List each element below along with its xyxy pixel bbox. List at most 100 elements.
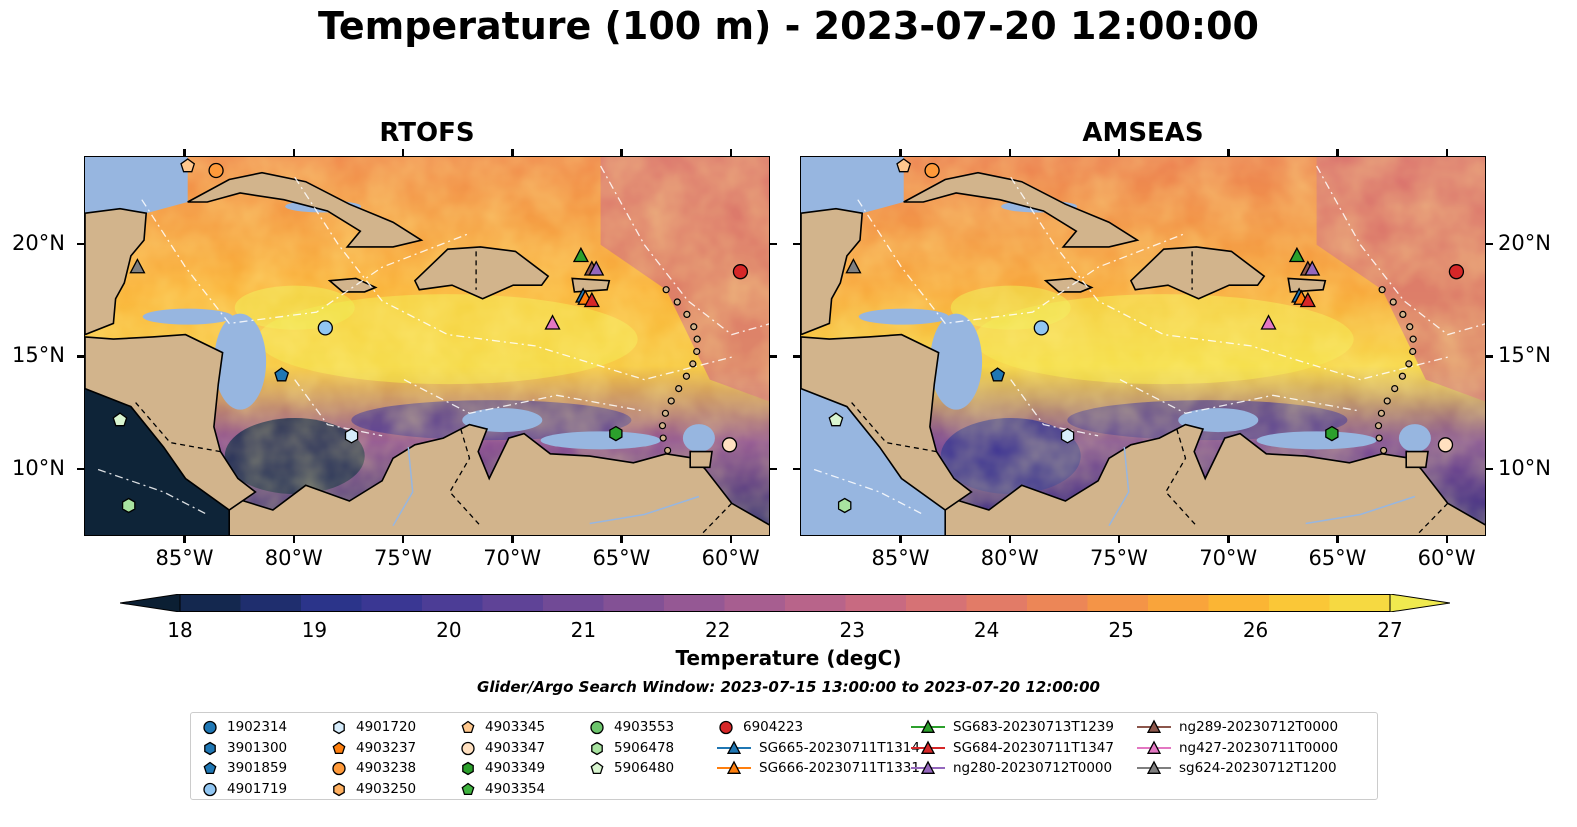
legend-marker-icon: [461, 782, 475, 795]
map-marker-5906480[interactable]: [112, 412, 128, 427]
legend-marker-icon: [203, 721, 217, 735]
map-marker-ng280-20230712T0000[interactable]: [588, 260, 605, 276]
colorbar-tick-label: 22: [705, 618, 731, 642]
legend: 1902314 3901300 3901859 4901719 4901720 49032…: [190, 712, 1378, 800]
map-marker-4903238[interactable]: [208, 162, 224, 179]
legend-marker-icon: [717, 760, 751, 775]
legend-label: 4901719: [227, 780, 288, 797]
legend-label: 5906478: [614, 739, 675, 756]
legend-item: ng289-20230712T0000: [1137, 717, 1338, 738]
lon-tick-label: 85°W: [155, 546, 214, 570]
tick-mark: [1486, 467, 1493, 471]
map-marker-sg624-20230712T1200[interactable]: [129, 258, 146, 274]
map-marker-6904223[interactable]: [732, 264, 749, 280]
map-marker-4901720[interactable]: [1060, 428, 1075, 444]
legend-marker-icon: [911, 719, 945, 734]
map-marker-4903238[interactable]: [924, 162, 940, 179]
legend-label: ng427-20230711T0000: [1179, 739, 1339, 756]
legend-label: SG683-20230713T1239: [953, 719, 1114, 736]
legend-label: 4903553: [614, 719, 675, 736]
legend-item: 4903349: [459, 758, 545, 779]
legend-label: 1902314: [227, 719, 288, 736]
map-marker-4901720[interactable]: [344, 428, 359, 444]
lat-tick-label-left: 15°N: [12, 343, 65, 368]
tick-mark: [1008, 536, 1012, 543]
map-marker-5906478[interactable]: [837, 497, 852, 514]
legend-marker-icon: [203, 761, 217, 775]
legend-item: SG683-20230713T1239: [911, 717, 1114, 738]
legend-marker-icon: [333, 782, 345, 797]
legend-label: 3901859: [227, 760, 288, 777]
legend-item: 4901719: [201, 779, 287, 800]
map-marker-4903349[interactable]: [609, 425, 623, 442]
map-marker-4903349[interactable]: [1325, 425, 1339, 442]
legend-label: 4903347: [485, 739, 546, 756]
colorbar-tick-label: 18: [167, 618, 193, 642]
legend-label: 4903345: [485, 719, 546, 736]
legend-label: 4901720: [356, 719, 417, 736]
colorbar-tick-label: 23: [839, 618, 865, 642]
map-marker-4903345[interactable]: [896, 158, 912, 173]
panel-title-rtofs: RTOFS: [379, 118, 475, 148]
map-marker-SG683-20230713T1239[interactable]: [1288, 246, 1306, 263]
map-marker-3901859[interactable]: [990, 367, 1006, 382]
tick-mark: [620, 149, 623, 156]
map-marker-4901719[interactable]: [1033, 320, 1049, 336]
legend-label: SG666-20230711T1331: [759, 760, 920, 777]
legend-item: 3901859: [201, 758, 287, 779]
lat-tick-label-right: 20°N: [1498, 230, 1551, 255]
colorbar-tick-label: 26: [1242, 618, 1269, 642]
legend-item: 3901300: [201, 738, 287, 759]
lon-tick-label: 65°W: [592, 546, 651, 570]
map-marker-ng427-20230711T0000[interactable]: [544, 314, 561, 330]
figure-title: Temperature (100 m) - 2023-07-20 12:00:0…: [317, 4, 1259, 48]
legend-marker-icon: [717, 740, 751, 754]
lon-tick-label: 60°W: [1417, 546, 1476, 570]
map-panel-amseas[interactable]: [800, 156, 1486, 536]
tick-mark: [1117, 149, 1121, 156]
map-panel-rtofs[interactable]: [84, 156, 770, 536]
map-marker-4903347[interactable]: [721, 437, 738, 453]
map-marker-4903347[interactable]: [1437, 437, 1454, 453]
tick-mark: [1336, 536, 1339, 543]
colorbar-tick-label: 20: [436, 618, 462, 642]
map-marker-SG684-20230711T1347[interactable]: [583, 291, 600, 308]
tick-mark: [1445, 149, 1449, 156]
legend-marker-icon: [911, 740, 945, 754]
legend-item: 4901720: [330, 717, 416, 738]
map-marker-SG684-20230711T1347[interactable]: [1299, 291, 1316, 308]
legend-label: ng289-20230712T0000: [1179, 719, 1339, 736]
lon-tick-label: 75°W: [373, 546, 432, 570]
tick-mark: [770, 355, 777, 358]
map-marker-5906480[interactable]: [828, 412, 844, 427]
map-marker-sg624-20230712T1200[interactable]: [845, 258, 862, 274]
legend-label: 4903238: [356, 760, 417, 777]
tick-mark: [1336, 149, 1339, 156]
map-marker-SG683-20230713T1239[interactable]: [572, 246, 590, 263]
map-marker-4901719[interactable]: [317, 320, 333, 336]
tick-mark: [183, 536, 186, 543]
map-marker-4903345[interactable]: [180, 158, 196, 173]
map-marker-3901859[interactable]: [274, 367, 290, 382]
lon-tick-label: 80°W: [980, 546, 1039, 570]
tick-mark: [793, 467, 800, 471]
legend-marker-icon: [719, 721, 733, 735]
tick-mark: [899, 149, 902, 156]
colorbar: [119, 593, 1451, 613]
map-marker-6904223[interactable]: [1448, 264, 1465, 280]
legend-column: 4903553 5906478 5906480: [588, 717, 674, 779]
map-amseas: [801, 157, 1485, 535]
map-marker-ng427-20230711T0000[interactable]: [1260, 314, 1277, 330]
legend-column: SG683-20230713T1239 SG684-20230711T1347 ng…: [911, 717, 1114, 779]
legend-column: 6904223 SG665-20230711T1314 SG666-20230711…: [717, 717, 920, 779]
colorbar-tick-label: 24: [973, 618, 1000, 642]
tick-mark: [1117, 536, 1121, 543]
tick-mark: [1486, 355, 1493, 358]
legend-marker-icon: [1137, 740, 1171, 754]
legend-item: 6904223: [717, 717, 920, 738]
tick-mark: [1008, 149, 1012, 156]
panel-title-amseas: AMSEAS: [1082, 118, 1204, 148]
lat-tick-label-right: 15°N: [1498, 343, 1551, 368]
map-marker-ng280-20230712T0000[interactable]: [1304, 260, 1321, 276]
map-marker-5906478[interactable]: [121, 497, 136, 514]
